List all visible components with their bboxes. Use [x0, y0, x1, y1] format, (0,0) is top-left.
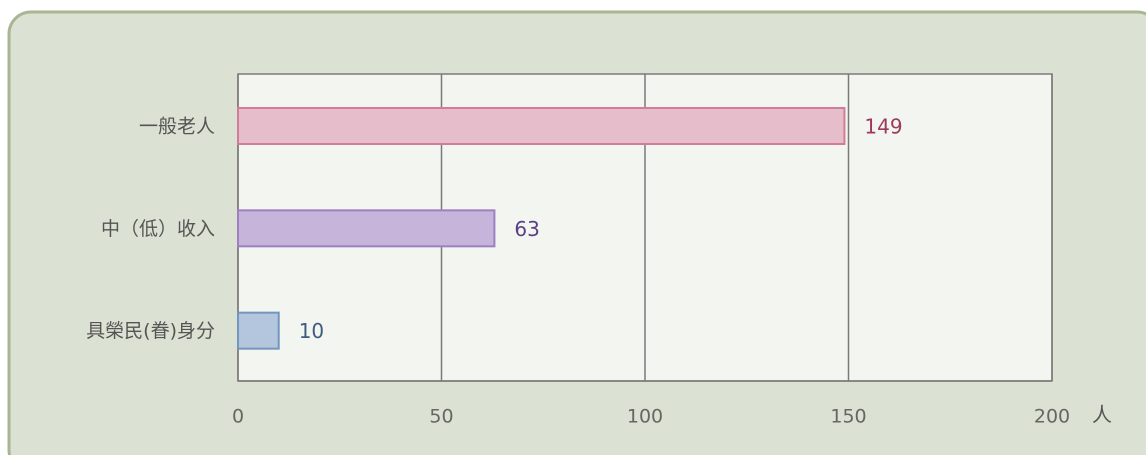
- data-label: 149: [864, 115, 902, 139]
- y-tick-label: 一般老人: [139, 116, 215, 138]
- x-axis-unit: 人: [1092, 403, 1112, 427]
- x-tick-label: 150: [830, 406, 866, 428]
- data-label: 63: [514, 217, 539, 241]
- bar: [237, 107, 846, 145]
- x-tick-label: 200: [1034, 406, 1070, 428]
- bar: [237, 311, 280, 350]
- x-tick-label: 0: [232, 406, 244, 428]
- y-tick-label: 中（低）收入: [101, 218, 215, 240]
- x-tick-label: 50: [429, 406, 453, 428]
- y-tick-label: 具榮民(眷)身分: [86, 320, 215, 342]
- bar: [237, 209, 496, 248]
- data-label: 10: [299, 319, 324, 343]
- x-tick-label: 100: [627, 406, 663, 428]
